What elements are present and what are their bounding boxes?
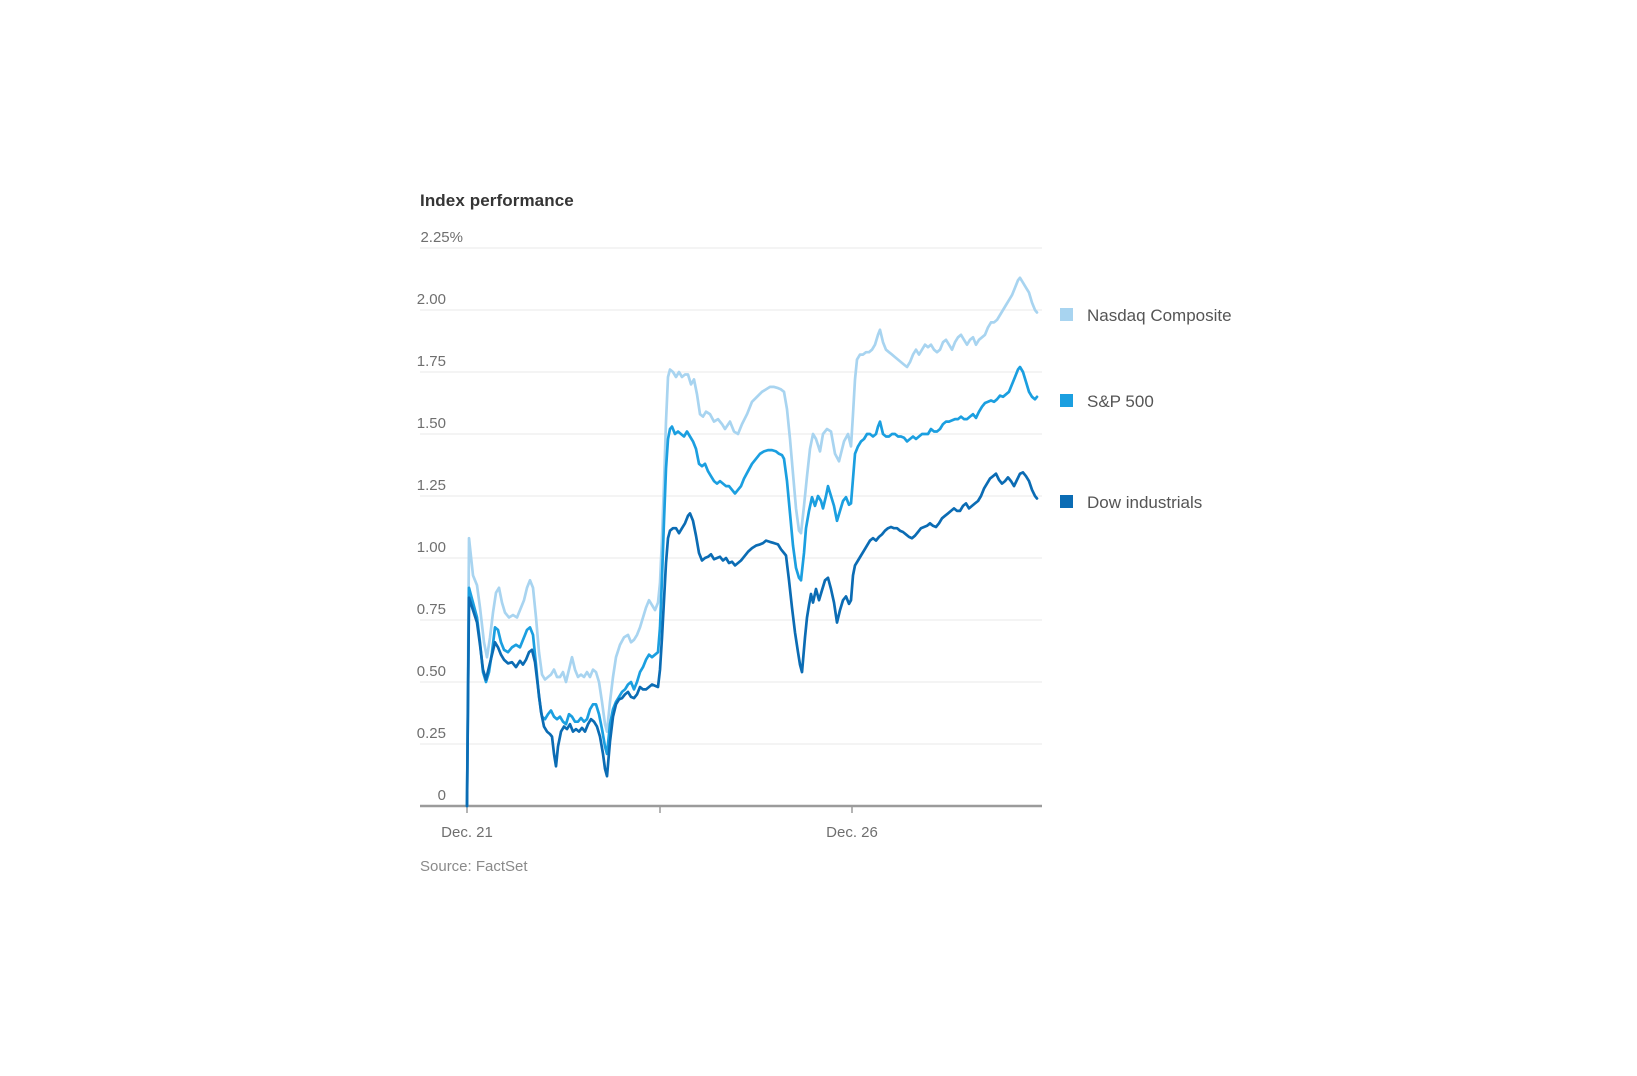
legend-swatch bbox=[1060, 394, 1073, 407]
y-tick-label: 0.50 bbox=[417, 663, 446, 680]
y-axis-labels-group: 2.25% 2.00 1.75 1.50 1.25 1.00 0.75 0.50 0.25 0 bbox=[417, 229, 463, 804]
gridlines-group bbox=[420, 247, 1042, 745]
x-axis-group: Dec. 21 Dec. 26 bbox=[420, 804, 1042, 841]
legend-label: Dow industrials bbox=[1087, 493, 1202, 512]
legend-label: Nasdaq Composite bbox=[1087, 306, 1232, 325]
series-line-s-p-500 bbox=[465, 365, 1039, 808]
legend-group: Nasdaq Composite S&P 500 Dow industrials bbox=[1060, 306, 1232, 512]
y-tick-label: 0 bbox=[438, 787, 446, 804]
y-tick-label: 1.00 bbox=[417, 539, 446, 556]
series-lines-group bbox=[465, 276, 1039, 808]
legend-swatch bbox=[1060, 308, 1073, 321]
legend-swatch bbox=[1060, 495, 1073, 508]
y-tick-label: 2.25% bbox=[420, 229, 463, 246]
y-tick-label: 0.75 bbox=[417, 601, 446, 618]
source-note: Source: FactSet bbox=[420, 858, 528, 875]
x-tick-label: Dec. 21 bbox=[441, 824, 493, 841]
y-tick-label: 1.25 bbox=[417, 477, 446, 494]
legend-label: S&P 500 bbox=[1087, 392, 1154, 411]
y-tick-label: 1.75 bbox=[417, 353, 446, 370]
chart-title: Index performance bbox=[420, 191, 574, 210]
series-line-nasdaq-composite bbox=[465, 276, 1039, 808]
series-line-dow-industrials bbox=[465, 471, 1039, 808]
y-tick-label: 0.25 bbox=[417, 725, 446, 742]
y-tick-label: 1.50 bbox=[417, 415, 446, 432]
y-tick-label: 2.00 bbox=[417, 291, 446, 308]
x-tick-label: Dec. 26 bbox=[826, 824, 878, 841]
